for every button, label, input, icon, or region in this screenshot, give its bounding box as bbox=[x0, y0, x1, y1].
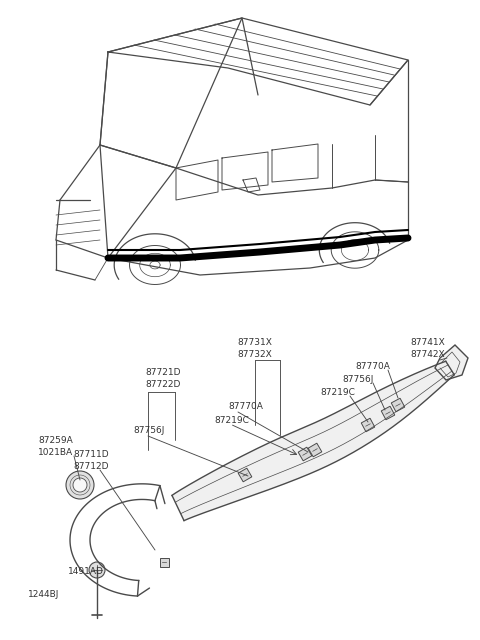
Text: 87721D: 87721D bbox=[145, 368, 181, 377]
Text: 1244BJ: 1244BJ bbox=[28, 590, 60, 599]
Text: 87712D: 87712D bbox=[73, 462, 108, 471]
Text: 87259A: 87259A bbox=[38, 436, 73, 445]
Text: 87731X: 87731X bbox=[238, 338, 273, 347]
Circle shape bbox=[89, 562, 105, 578]
Polygon shape bbox=[308, 443, 322, 457]
Polygon shape bbox=[381, 406, 395, 420]
Text: 87742X: 87742X bbox=[411, 350, 445, 359]
Text: 87219C: 87219C bbox=[214, 416, 249, 425]
Polygon shape bbox=[361, 418, 375, 432]
Text: 87770A: 87770A bbox=[228, 402, 263, 411]
Text: 87722D: 87722D bbox=[145, 380, 180, 389]
Polygon shape bbox=[391, 398, 405, 412]
Circle shape bbox=[66, 471, 94, 499]
Text: 1021BA: 1021BA bbox=[38, 448, 73, 457]
Text: 87711D: 87711D bbox=[73, 450, 108, 459]
Polygon shape bbox=[159, 557, 168, 566]
Circle shape bbox=[73, 478, 87, 492]
Polygon shape bbox=[298, 447, 312, 461]
Text: 87732X: 87732X bbox=[238, 350, 272, 359]
Text: 87756J: 87756J bbox=[342, 375, 373, 384]
Polygon shape bbox=[435, 345, 468, 380]
Text: 87741X: 87741X bbox=[410, 338, 445, 347]
Text: 1491AD: 1491AD bbox=[68, 567, 104, 576]
Text: 87770A: 87770A bbox=[355, 362, 390, 371]
Polygon shape bbox=[238, 468, 252, 482]
Polygon shape bbox=[172, 361, 454, 521]
Text: 87756J: 87756J bbox=[133, 426, 164, 435]
Text: 87219C: 87219C bbox=[320, 388, 355, 397]
